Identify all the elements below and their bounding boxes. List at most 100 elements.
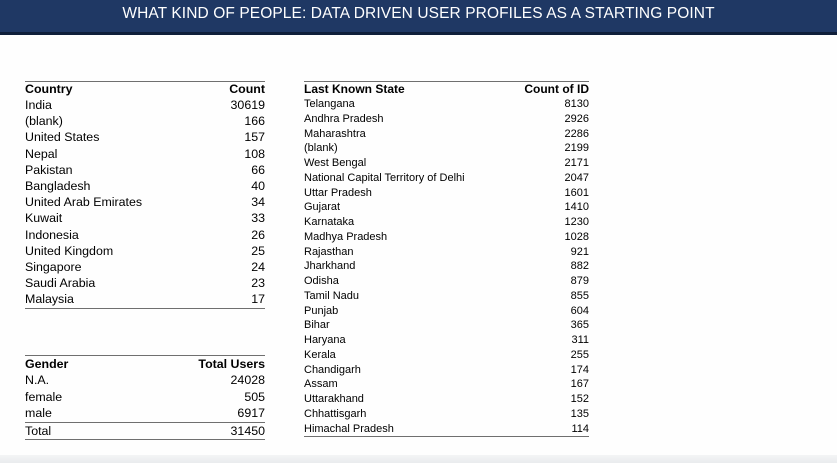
row-label: West Bengal [304,157,367,169]
table-row: Tamil Nadu 855 [304,289,589,304]
row-value: 33 [251,211,265,226]
row-value: 6917 [237,406,265,420]
gender-table-body: N.A. 24028 female 505 male 6917 Total 31450 [25,372,265,440]
row-label: Bihar [304,319,330,332]
table-row: Haryana 311 [304,333,589,348]
row-value: 152 [570,393,589,405]
row-value: 2926 [564,112,589,125]
title-underline [0,32,837,35]
table-row: National Capital Territory of Delhi 2047 [304,171,589,186]
row-value: 1230 [564,216,589,228]
row-value: 604 [570,304,589,317]
table-row: Himachal Pradesh 114 [304,421,589,438]
row-label: Andhra Pradesh [304,112,384,125]
row-value: 921 [570,245,589,258]
row-label: Saudi Arabia [25,276,96,291]
table-row: Indonesia 26 [25,227,265,243]
table-row: male 6917 [25,405,265,422]
row-value: 8130 [564,98,589,110]
row-label: (blank) [25,114,63,129]
bottom-shadow [0,455,837,463]
row-label: Jharkhand [304,260,356,273]
gender-table: Gender Total Users N.A. 24028 female 505 mal… [25,355,265,440]
table-row: Assam 167 [304,377,589,392]
table-row: Nepal 108 [25,146,265,162]
table-row: (blank) 166 [25,113,265,129]
table-row: Malaysia 17 [25,291,265,309]
row-label: United States [25,130,100,145]
table-row: (blank) 2199 [304,141,589,156]
row-label: Indonesia [25,227,79,242]
row-value: 66 [251,162,265,177]
column-header-last-known-state: Last Known State [304,81,508,97]
row-value: 30619 [230,98,265,112]
column-header-count-of-id: Count of ID [507,81,589,97]
table-row: Total 31450 [25,421,265,440]
row-label: Punjab [304,304,339,317]
row-label: United Kingdom [25,243,114,258]
row-label: Chhattisgarh [304,407,367,420]
row-value: 40 [251,179,265,194]
table-row: Madhya Pradesh 1028 [304,230,589,245]
row-value: 855 [570,289,589,302]
row-value: 166 [244,114,265,129]
row-label: (blank) [304,142,338,155]
column-header-count: Count [208,81,265,97]
title-bar: WHAT KIND OF PEOPLE: DATA DRIVEN USER PR… [0,0,837,35]
row-value: 505 [244,389,265,404]
row-label: Tamil Nadu [304,289,360,302]
table-row: United Kingdom 25 [25,243,265,259]
state-table-header: Last Known State Count of ID [304,81,589,97]
table-row: United Arab Emirates 34 [25,194,265,210]
row-value: 31450 [119,421,265,440]
row-label: Malaysia [25,291,209,309]
table-row: Telangana 8130 [304,97,589,112]
row-label: Assam [304,378,338,391]
row-value: 1601 [564,186,589,199]
table-row: Kuwait 33 [25,210,265,226]
row-label: Rajasthan [304,245,354,258]
country-table-body: India 30619 (blank) 166 United States 157 Nepa… [25,97,265,309]
column-header-total-users: Total Users [119,355,265,372]
row-value: 25 [251,243,265,258]
table-row: West Bengal 2171 [304,156,589,171]
table-row: female 505 [25,389,265,406]
row-label: male [25,406,52,420]
row-value: 2047 [564,171,589,184]
table-row: Singapore 24 [25,259,265,275]
row-value: 23 [251,276,265,291]
row-value: 1028 [564,230,589,243]
table-row: Odisha 879 [304,274,589,289]
row-label: Maharashtra [304,127,366,140]
row-value: 174 [570,363,589,376]
table-row: Uttarakhand 152 [304,392,589,407]
row-value: 26 [251,227,265,242]
row-label: Himachal Pradesh [304,421,508,438]
row-label: Telangana [304,98,355,110]
table-row: Gujarat 1410 [304,200,589,215]
row-label: Uttarakhand [304,393,364,405]
row-label: Karnataka [304,216,355,228]
row-label: N.A. [25,373,50,387]
row-label: Haryana [304,334,346,346]
row-label: Total [25,421,120,440]
row-label: Bangladesh [25,179,91,194]
table-row: Kerala 255 [304,348,589,363]
row-value: 135 [570,407,589,420]
slide-content [0,35,837,455]
row-value: 882 [570,260,589,273]
country-table: Country Count India 30619 (blank) 166 United… [25,81,265,309]
table-row: India 30619 [25,97,265,113]
row-value: 2286 [564,127,589,140]
table-row: Punjab 604 [304,304,589,319]
row-value: 167 [570,378,589,391]
row-label: Uttar Pradesh [304,186,372,199]
gender-table-header: Gender Total Users [25,355,265,372]
row-label: female [25,389,63,404]
row-label: Nepal [25,146,58,161]
table-row: Pakistan 66 [25,162,265,178]
table-row: Uttar Pradesh 1601 [304,186,589,201]
state-table-body: Telangana 8130 Andhra Pradesh 2926 Maharasht… [304,97,589,438]
page-title: WHAT KIND OF PEOPLE: DATA DRIVEN USER PR… [122,5,715,22]
table-row: United States 157 [25,129,265,145]
